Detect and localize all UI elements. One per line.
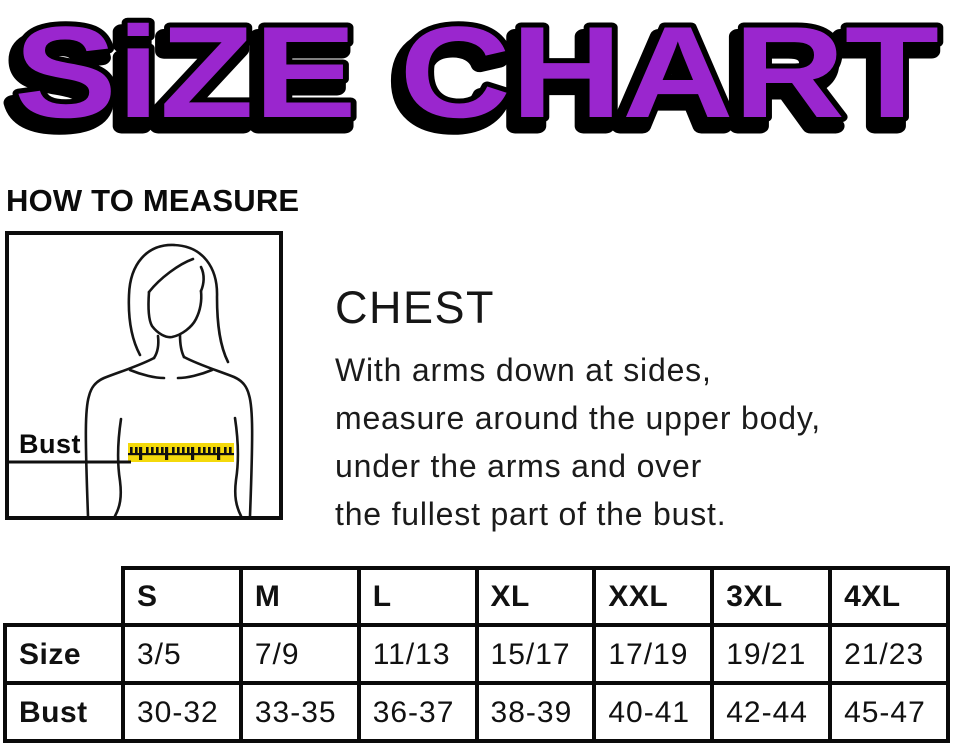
column-header: S	[121, 566, 243, 627]
size-table: S M L XL XXL 3XL 4XL Size 3/5 7/9 11/13 …	[3, 566, 950, 743]
row-label: Size	[3, 623, 125, 685]
table-cell: 11/13	[356, 623, 479, 685]
table-cell: 7/9	[238, 623, 361, 685]
column-header: XL	[474, 566, 597, 627]
column-header: XXL	[592, 566, 715, 627]
chest-instructions: CHEST With arms down at sides, measure a…	[335, 282, 821, 538]
column-header: M	[238, 566, 361, 627]
instruction-line: under the arms and over	[335, 448, 703, 484]
table-cell: 42-44	[710, 681, 833, 743]
table-row: Size 3/5 7/9 11/13 15/17 17/19 19/21 21/…	[3, 623, 950, 685]
figure-line-art	[84, 243, 254, 516]
page-title: SiZE CHART	[14, 0, 939, 145]
table-cell: 38-39	[474, 681, 597, 743]
measurement-figure-box: Bust	[5, 231, 283, 520]
table-cell: 36-37	[356, 681, 479, 743]
table-cell: 33-35	[238, 681, 361, 743]
measuring-tape-ticks	[128, 443, 234, 462]
page-title-shadow: SiZE CHART	[8, 8, 933, 154]
row-label: Bust	[3, 681, 125, 743]
table-cell: 30-32	[121, 681, 243, 743]
bust-label: Bust	[19, 429, 81, 459]
column-header: L	[356, 566, 479, 627]
table-cell: 40-41	[592, 681, 715, 743]
table-row: Bust 30-32 33-35 36-37 38-39 40-41 42-44…	[3, 681, 950, 743]
table-cell: 21/23	[828, 623, 950, 685]
title-banner: SiZE CHART SiZE CHART	[1, 0, 945, 160]
table-cell: 15/17	[474, 623, 597, 685]
table-cell: 17/19	[592, 623, 715, 685]
table-cell: 45-47	[828, 681, 950, 743]
how-to-measure-heading: HOW TO MEASURE	[6, 183, 300, 218]
table-corner-cell	[5, 568, 123, 625]
table-cell: 19/21	[710, 623, 833, 685]
chest-instruction-text: With arms down at sides, measure around …	[335, 346, 821, 538]
table-cell: 3/5	[121, 623, 243, 685]
chest-heading: CHEST	[335, 282, 496, 333]
column-header: 4XL	[828, 566, 950, 627]
table-header-row: S M L XL XXL 3XL 4XL	[5, 566, 950, 627]
instruction-line: the fullest part of the bust.	[335, 496, 727, 532]
instruction-line: With arms down at sides,	[335, 352, 712, 388]
woman-figure-illustration	[9, 243, 254, 516]
instruction-line: measure around the upper body,	[335, 400, 821, 436]
column-header: 3XL	[710, 566, 833, 627]
